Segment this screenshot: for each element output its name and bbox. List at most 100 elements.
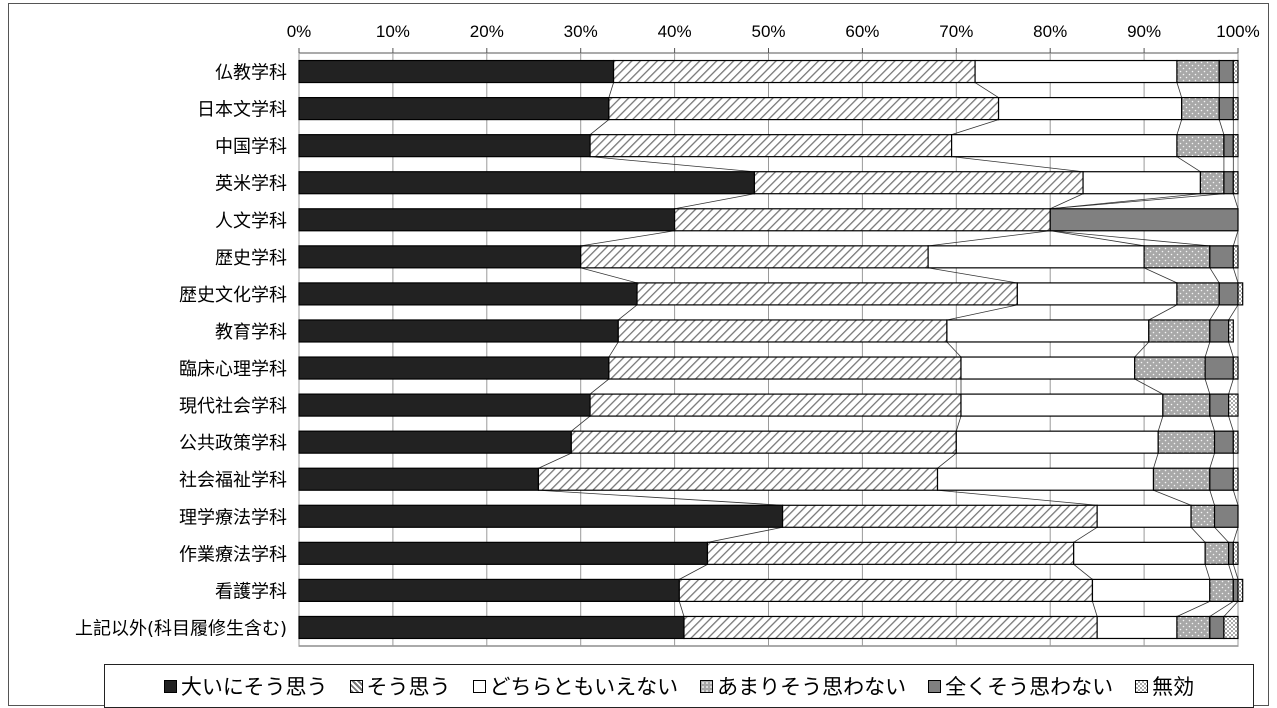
bar-segment [1209, 467, 1234, 491]
connector-line [707, 526, 783, 543]
bar-segment [1232, 467, 1239, 491]
connector-line [1050, 230, 1210, 247]
connector-line [1228, 564, 1234, 580]
legend-swatch [163, 679, 177, 693]
bar-segment [589, 134, 953, 158]
y-category-label: 人文学科 [215, 211, 287, 232]
bar-segment [960, 356, 1136, 380]
connector-line [951, 156, 1084, 173]
bar-segment [298, 171, 756, 195]
legend-label: どちらともいえない [489, 675, 679, 699]
connector-line [1232, 564, 1239, 580]
bar-segment [298, 615, 685, 640]
legend-swatch [349, 679, 363, 693]
y-category-label: 英米学科 [215, 174, 287, 195]
legend-item: 大いにそう思う [163, 671, 328, 701]
connector-line [1148, 304, 1178, 321]
bar-segment [1209, 319, 1230, 343]
legend-item: 無効 [1135, 671, 1194, 701]
bar-segment [1204, 541, 1230, 565]
connector-line [1214, 527, 1229, 543]
bar-segment [608, 96, 1000, 121]
bar-segment [1232, 245, 1239, 269]
bar-segment [298, 134, 591, 158]
bar-segment [298, 430, 572, 454]
connector-line [1190, 527, 1206, 543]
x-tick-label: 80% [1033, 22, 1067, 41]
bar-segment [1082, 171, 1202, 195]
connector-line [1204, 341, 1211, 358]
y-category-label: 日本文学科 [197, 100, 287, 121]
y-category-label: 中国学科 [215, 137, 287, 158]
connector-line [937, 489, 1098, 506]
bar-segment [753, 171, 1084, 195]
x-tick-label: 70% [939, 22, 973, 41]
bar-segment [298, 541, 709, 565]
connector-line [1176, 82, 1183, 98]
connector-line [1232, 490, 1239, 506]
connector-line [1153, 453, 1159, 469]
bar-segment [936, 467, 1155, 491]
legend-item: あまりそう思わない [700, 671, 906, 701]
bar-segment [1232, 541, 1239, 565]
bar-segment [298, 504, 784, 528]
connector-line [955, 415, 962, 432]
bar-segment [951, 134, 1178, 158]
x-tick-label: 10% [376, 22, 410, 41]
bar-segment [580, 245, 929, 269]
bar-segment [1209, 578, 1234, 603]
legend-label: あまりそう思わない [717, 675, 907, 699]
bar-segment [1176, 59, 1220, 84]
connector-line [1209, 267, 1220, 284]
bar-segment [298, 282, 638, 306]
bar-segment [1232, 356, 1239, 380]
y-category-label: 臨床心理学科 [179, 359, 287, 380]
bar-segment [1073, 541, 1206, 565]
bar-segment [1232, 134, 1239, 158]
x-tick-label: 0% [287, 22, 312, 41]
bar-segment [1148, 319, 1211, 343]
bar-segment [683, 615, 1098, 640]
bar-segment [1218, 59, 1234, 84]
connector-line [1153, 489, 1192, 506]
bar-segment [1232, 430, 1239, 454]
bar-segment [1209, 615, 1225, 640]
x-tick-label: 100% [1216, 22, 1259, 41]
x-tick-label: 60% [845, 22, 879, 41]
bar-segment [946, 319, 1150, 343]
legend-swatch [700, 679, 714, 693]
bar-segment [1237, 282, 1244, 306]
bar-segment [1096, 615, 1178, 640]
connector-line [1143, 267, 1178, 284]
connector-line [1228, 378, 1234, 395]
bar-segment [636, 282, 1018, 306]
connector-line [928, 230, 1051, 247]
bar-segment [1157, 430, 1216, 454]
bar-segment [298, 245, 582, 269]
bar-segment [1152, 467, 1211, 491]
x-tick-label: 50% [751, 22, 785, 41]
bar-segment [1223, 134, 1234, 158]
connector-line [946, 304, 1018, 321]
connector-line [1157, 415, 1164, 432]
bars [298, 59, 1244, 640]
connector-line [1232, 193, 1239, 209]
connector-line [1134, 378, 1164, 395]
connector-line [951, 119, 999, 136]
bar-segment [1209, 245, 1234, 269]
bar-segment [1237, 578, 1244, 603]
x-tick-label: 40% [658, 22, 692, 41]
bar-segment [1049, 208, 1239, 232]
connector-line [1073, 564, 1093, 580]
connector-line [608, 82, 614, 98]
connector-line [1232, 267, 1239, 284]
connector-line [1092, 601, 1098, 617]
bar-segment [955, 430, 1159, 454]
bar-segment [1176, 134, 1225, 158]
connector-line [1204, 378, 1211, 395]
bar-segment [298, 208, 676, 232]
bar-segment [1209, 393, 1230, 417]
bar-segment [589, 393, 962, 417]
x-tick-label: 20% [470, 22, 504, 41]
bar-segment [1218, 96, 1234, 121]
